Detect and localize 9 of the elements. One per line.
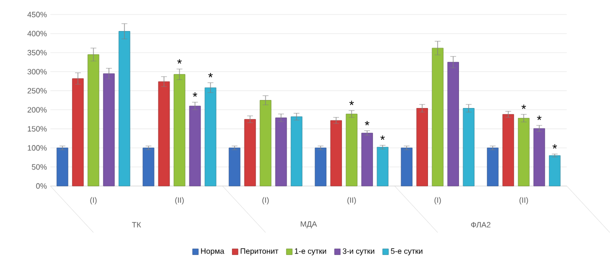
data-label: * (552, 144, 557, 148)
data-label: * (192, 92, 198, 97)
data-label: * (208, 72, 213, 78)
data-label: * (349, 100, 354, 105)
data-label: * (380, 135, 385, 140)
data-label: * (537, 115, 542, 120)
data-label: * (521, 104, 526, 109)
data-label: * (364, 120, 370, 126)
data-label: * (177, 59, 182, 64)
